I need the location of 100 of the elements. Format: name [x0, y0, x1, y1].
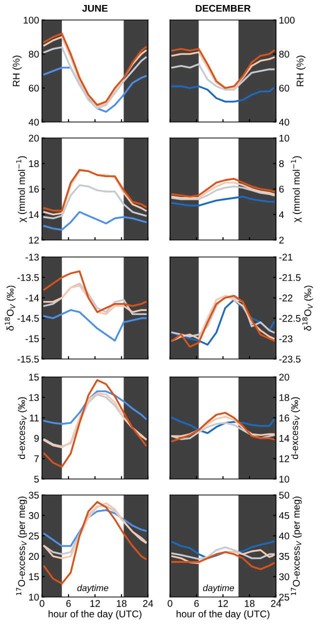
y-tick-label: 40: [279, 118, 290, 126]
line-series: [171, 63, 275, 91]
y-tick-label: 4: [279, 211, 284, 218]
chart-title: JUNE: [82, 4, 108, 12]
y-axis-title: RH (%): [12, 56, 22, 86]
line-series: [43, 501, 147, 584]
y-tick-label: 25: [279, 594, 290, 601]
line-series: [171, 546, 275, 560]
y-tick-label: 12: [280, 455, 290, 462]
y-tick-label: 20: [28, 134, 39, 142]
y-axis-title: d-excess$_{V}$ (‰): [18, 397, 27, 460]
y-tick-label: -22: [279, 294, 292, 302]
y-tick-label: 35: [279, 552, 290, 560]
y-tick-label: 6: [279, 186, 284, 193]
line-series: [43, 390, 147, 425]
line-series: [171, 178, 275, 198]
x-tick-label: 0: [40, 600, 44, 607]
line-series: [43, 509, 147, 547]
x-tick-label: 0: [168, 600, 172, 607]
y-tick-label: -23.5: [279, 356, 301, 363]
y-tick-label: 10: [280, 476, 290, 483]
y-tick-label: 18: [29, 160, 39, 168]
chart-title: DECEMBER: [196, 4, 251, 12]
x-tick-label: 6: [66, 600, 71, 607]
y-tick-label: 25: [28, 532, 39, 540]
line-series: [171, 182, 275, 199]
x-axis-title: hour of the day (UTC): [48, 610, 142, 620]
y-tick-label: 35: [28, 492, 39, 499]
line-series: [43, 309, 147, 342]
line-series: [171, 422, 275, 440]
y-tick-label: -13.5: [17, 274, 39, 282]
y-tick-label: 7: [34, 455, 39, 462]
x-tick-label: 12: [218, 600, 228, 607]
y-axis-title: $^{17}$O-excess$_{V}$ (per meg): [290, 496, 302, 596]
y-tick-label: -21: [279, 254, 292, 261]
y-tick-label: -13: [26, 254, 39, 261]
x-tick-label: 12: [90, 600, 100, 607]
line-series: [43, 379, 147, 468]
y-tick-label: -21.5: [279, 274, 301, 282]
y-tick-label: 50: [279, 492, 290, 499]
y-tick-label: 80: [28, 50, 39, 58]
line-series: [171, 412, 275, 442]
line-series: [43, 46, 147, 110]
y-tick-label: 45: [279, 512, 290, 520]
y-axis-title: χ (mmol mol$^{−1}$): [16, 156, 27, 222]
y-tick-label: 60: [28, 84, 39, 92]
y-tick-label: 100: [280, 16, 295, 24]
y-tick-label: -22.5: [279, 314, 301, 322]
y-axis-title: δ$^{18}$O$_{V}$ (‰): [4, 286, 16, 331]
y-tick-label: 18: [280, 394, 290, 402]
y-tick-label: 10: [29, 594, 39, 601]
y-tick-label: 30: [279, 573, 290, 580]
y-tick-label: 14: [280, 435, 290, 442]
y-tick-label: 30: [28, 512, 39, 520]
x-tick-label: 24: [271, 600, 282, 607]
y-tick-label: 12: [29, 236, 39, 244]
y-tick-label: -23: [279, 335, 292, 342]
y-axis-title: δ$^{18}$O$_{V}$ (‰): [302, 286, 314, 331]
y-tick-label: 80: [279, 50, 290, 58]
y-tick-label: 16: [29, 186, 39, 193]
y-tick-label: 20: [28, 552, 39, 560]
y-tick-label: 11: [30, 414, 39, 422]
y-axis-title: d-excess$_{V}$ (‰): [290, 397, 300, 460]
line-series: [43, 184, 147, 220]
y-tick-label: 40: [279, 532, 290, 540]
annotation: daytime: [77, 584, 108, 593]
line-series: [171, 186, 275, 200]
y-tick-label: 13: [29, 394, 39, 402]
y-tick-label: 8: [279, 160, 284, 168]
y-tick-label: 100: [24, 16, 39, 24]
y-tick-label: 60: [279, 84, 290, 92]
y-axis-title: $^{17}$O-excess$_{V}$ (per meg): [16, 496, 27, 596]
y-tick-label: 15: [29, 573, 39, 580]
y-tick-label: 16: [280, 414, 290, 422]
y-tick-label: 2: [279, 236, 284, 244]
line-series: [171, 196, 275, 206]
line-series: [171, 551, 275, 570]
y-tick-label: 14: [29, 211, 39, 218]
y-tick-label: -15: [26, 335, 39, 342]
x-tick-label: 24: [143, 600, 154, 607]
line-series: [171, 549, 275, 564]
y-tick-label: -14.5: [17, 315, 39, 322]
y-tick-label: 5: [34, 476, 39, 483]
y-axis-title: χ (mmol mol$^{−1}$): [290, 156, 302, 222]
x-axis-title: hour of the day (UTC): [176, 610, 270, 620]
y-axis-title: RH (%): [296, 56, 306, 86]
x-tick-label: 18: [116, 600, 126, 607]
x-tick-label: 6: [194, 600, 199, 607]
y-tick-label: 9: [34, 434, 39, 442]
line-series: [43, 211, 147, 231]
line-series: [171, 85, 275, 103]
y-tick-label: 20: [279, 374, 290, 381]
line-series: [43, 270, 147, 313]
y-tick-label: -15.5: [17, 356, 39, 363]
y-tick-label: 10: [280, 134, 290, 142]
annotation: daytime: [203, 584, 234, 593]
x-tick-label: 18: [244, 600, 254, 607]
y-tick-label: 15: [29, 374, 39, 381]
y-tick-label: 40: [28, 118, 39, 126]
y-tick-label: -14: [26, 294, 39, 302]
